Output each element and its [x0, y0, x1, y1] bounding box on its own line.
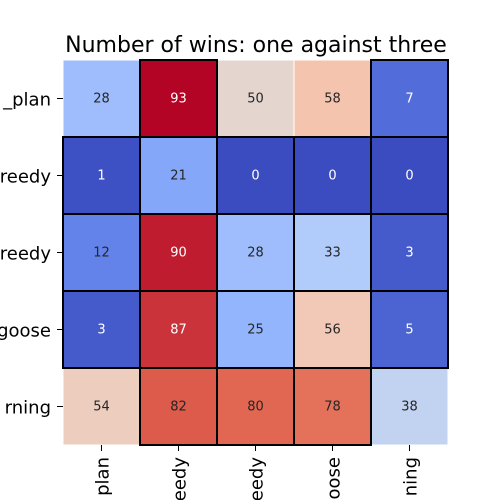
heatmap-cell-r3-c3 — [293, 290, 372, 369]
cell-value-r0-c2: 50 — [247, 92, 264, 107]
cell-value-r1-c0: 1 — [97, 169, 105, 184]
cell-value-r3-c1: 87 — [170, 323, 187, 338]
cell-value-r4-c4: 38 — [401, 400, 418, 415]
cell-value-r4-c1: 82 — [170, 400, 187, 415]
heatmap-cell-r2-c2 — [216, 213, 295, 292]
col-tick-label-3: oose — [324, 457, 345, 499]
heatmap-borders — [62, 59, 449, 446]
cell-value-r2-c0: 12 — [93, 246, 110, 261]
heatmap-cell-r0-c0 — [62, 59, 141, 138]
cell-value-r3-c3: 56 — [324, 323, 341, 338]
cell-value-r2-c2: 28 — [247, 246, 264, 261]
heatmap-cell-r0-c1 — [139, 59, 218, 138]
cell-value-r2-c1: 90 — [170, 246, 187, 261]
row-tick-label-0: _plan — [2, 90, 51, 111]
heatmap-cell-r1-c4 — [370, 136, 449, 215]
col-tick-labels: plan eedy eedy oose ning — [93, 445, 422, 500]
cell-value-r0-c1: 93 — [170, 92, 187, 107]
heatmap-cells: 28 93 50 58 71 21 0 0 012 90 28 33 33 87 25 56 554 82 80 78… — [62, 59, 449, 446]
cell-value-r4-c3: 78 — [324, 400, 341, 415]
heatmap-cell-r0-c2 — [216, 59, 295, 138]
row-tick-label-1: reedy — [0, 167, 51, 188]
heatmap-cell-r2-c1 — [139, 213, 218, 292]
cell-value-r3-c2: 25 — [247, 323, 264, 338]
cell-value-r1-c2: 0 — [251, 169, 259, 184]
cell-value-r2-c3: 33 — [324, 246, 341, 261]
cell-value-r1-c3: 0 — [328, 169, 336, 184]
cell-value-r4-c0: 54 — [93, 400, 110, 415]
heatmap-cell-r0-c3 — [293, 59, 372, 138]
heatmap-cell-r4-c4 — [370, 367, 449, 446]
heatmap-cell-r3-c4 — [370, 290, 449, 369]
col-tick-label-0: plan — [93, 457, 114, 496]
cell-value-r2-c4: 3 — [405, 246, 413, 261]
cell-value-r0-c3: 58 — [324, 92, 341, 107]
cell-value-r3-c4: 5 — [405, 323, 413, 338]
col-tick-label-2: eedy — [247, 457, 268, 500]
cell-value-r3-c0: 3 — [97, 323, 105, 338]
row-tick-label-2: reedy — [0, 244, 51, 265]
col-tick-label-4: ning — [401, 457, 422, 496]
heatmap-cell-r4-c0 — [62, 367, 141, 446]
cell-value-r4-c2: 80 — [247, 400, 264, 415]
cell-border-r3-c4 — [370, 290, 449, 369]
cell-value-r1-c4: 0 — [405, 169, 413, 184]
cell-value-r0-c4: 7 — [405, 92, 413, 107]
heatmap-cell-r0-c4 — [370, 59, 449, 138]
row-tick-label-4: rning — [5, 398, 51, 419]
col-tick-label-1: eedy — [170, 457, 191, 500]
cell-value-r1-c1: 21 — [170, 169, 187, 184]
heatmap-cell-r1-c0 — [62, 136, 141, 215]
cell-value-r0-c0: 28 — [93, 92, 110, 107]
chart-title: Number of wins: one against three — [65, 33, 447, 58]
heatmap-cell-r4-c2 — [216, 367, 295, 446]
row-tick-label-3: goose — [0, 321, 51, 342]
